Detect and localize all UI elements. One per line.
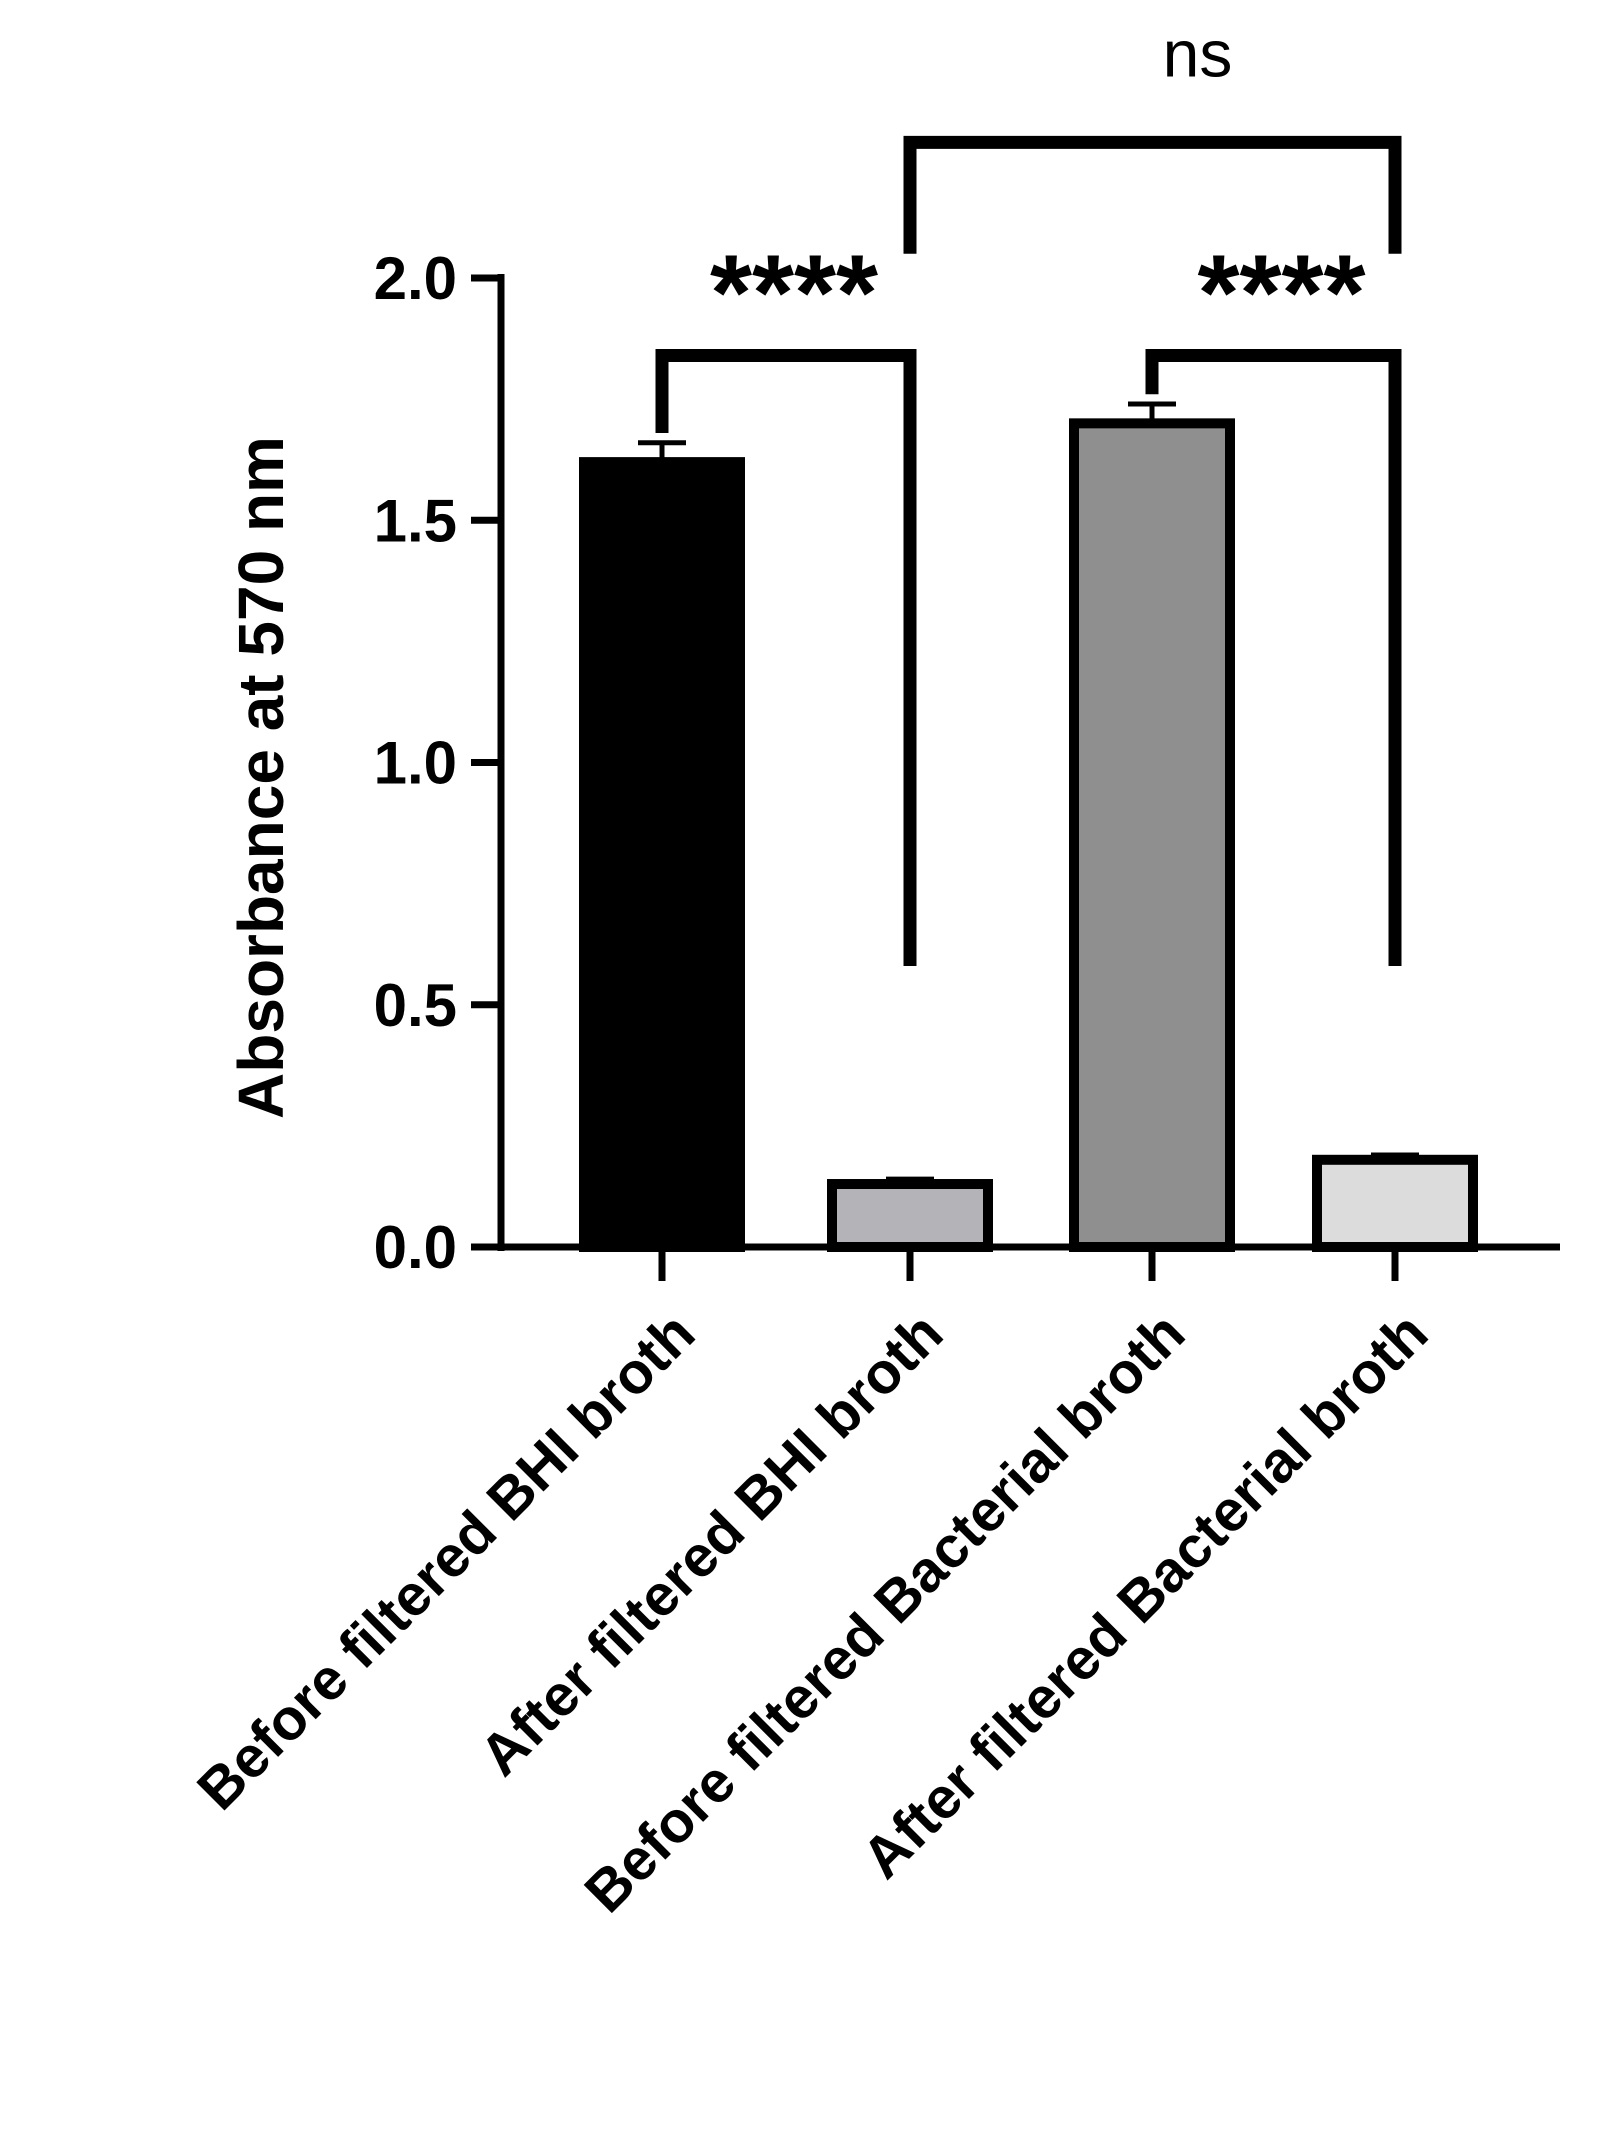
- significance-label-1: ****: [710, 232, 878, 353]
- significance-bracket-2: [1145, 349, 1402, 966]
- y-tick-label-3: 1.5: [374, 487, 457, 554]
- y-tick-label-1: 0.5: [374, 972, 457, 1039]
- significance-bracket-1: [655, 349, 917, 966]
- y-tick-label-2: 1.0: [374, 730, 457, 797]
- significance-layer: [655, 135, 1402, 966]
- x-category-label-2: After filtered BHI broth: [467, 1300, 955, 1788]
- x-category-label-1: Before filtered BHI broth: [185, 1300, 707, 1822]
- bar-2: [827, 1179, 993, 1253]
- labels-layer: 0.0 0.5 1.0 1.5 2.0 Absorbance at 570 nm Befor…: [185, 16, 1440, 1925]
- significance-label-2: ****: [1197, 232, 1365, 353]
- bar-3: [1069, 418, 1235, 1253]
- y-axis-title: Absorbance at 570 nm: [225, 436, 297, 1119]
- bar-4: [1312, 1154, 1478, 1253]
- axes-layer: [471, 274, 1560, 1281]
- y-tick-label-4: 2.0: [374, 245, 457, 312]
- bar-1: [579, 457, 745, 1252]
- y-tick-label-0: 0.0: [374, 1214, 457, 1281]
- error-bars-layer: [638, 401, 1419, 1185]
- bars-layer: [579, 418, 1478, 1253]
- significance-bracket-3: [903, 135, 1402, 254]
- significance-label-3: ns: [1163, 16, 1233, 90]
